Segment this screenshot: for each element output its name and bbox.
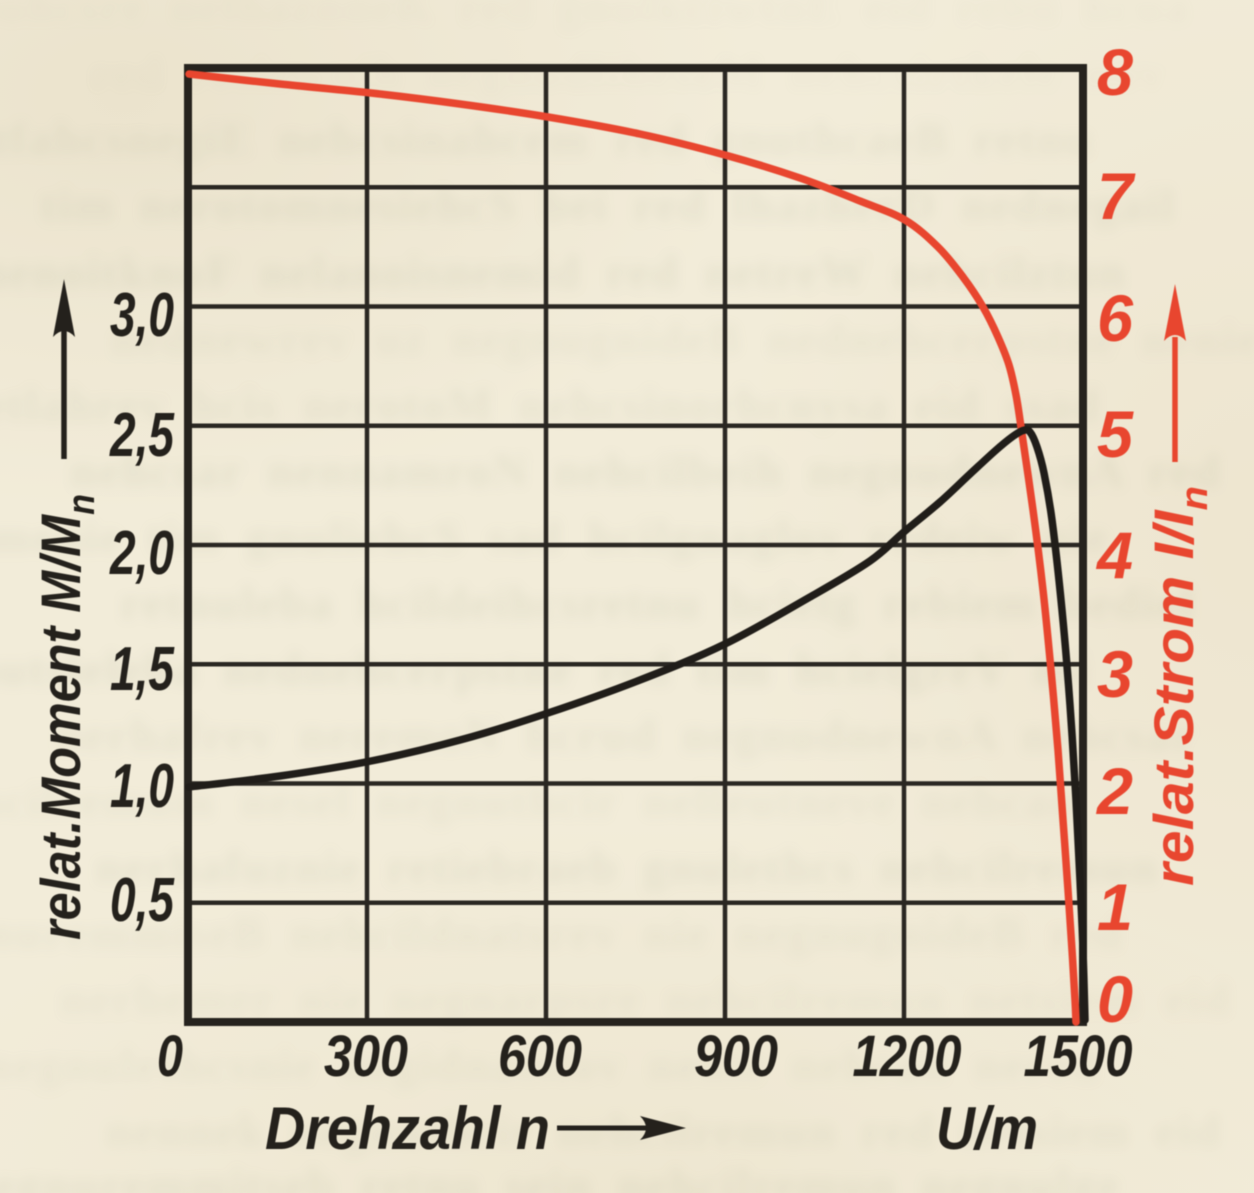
svg-text:3,0: 3,0 — [110, 281, 174, 350]
svg-text:8: 8 — [1097, 35, 1133, 109]
svg-text:5: 5 — [1097, 397, 1134, 471]
svg-text:Drehzahl n: Drehzahl n — [265, 1095, 550, 1162]
svg-text:300: 300 — [324, 1024, 408, 1089]
svg-text:2,0: 2,0 — [109, 519, 174, 588]
svg-text:1,0: 1,0 — [110, 752, 174, 821]
svg-text:1: 1 — [1097, 870, 1133, 944]
svg-text:0,5: 0,5 — [110, 866, 175, 935]
svg-text:0: 0 — [157, 1024, 183, 1089]
svg-text:900: 900 — [694, 1024, 778, 1089]
svg-text:relat.Strom I/In: relat.Strom I/In — [1142, 486, 1216, 886]
svg-text:4: 4 — [1095, 518, 1133, 592]
svg-text:7: 7 — [1097, 159, 1136, 233]
svg-text:relat.Moment M/Mn: relat.Moment M/Mn — [29, 494, 103, 940]
svg-text:6: 6 — [1097, 281, 1134, 355]
svg-text:1200: 1200 — [853, 1024, 962, 1089]
svg-text:2: 2 — [1095, 754, 1133, 828]
svg-text:0: 0 — [1097, 962, 1133, 1036]
svg-text:1,5: 1,5 — [110, 635, 175, 704]
svg-text:2,5: 2,5 — [109, 401, 175, 470]
svg-text:U/m: U/m — [936, 1095, 1038, 1162]
svg-text:600: 600 — [498, 1024, 582, 1089]
svg-text:1500: 1500 — [1024, 1024, 1133, 1089]
svg-text:3: 3 — [1097, 637, 1133, 711]
